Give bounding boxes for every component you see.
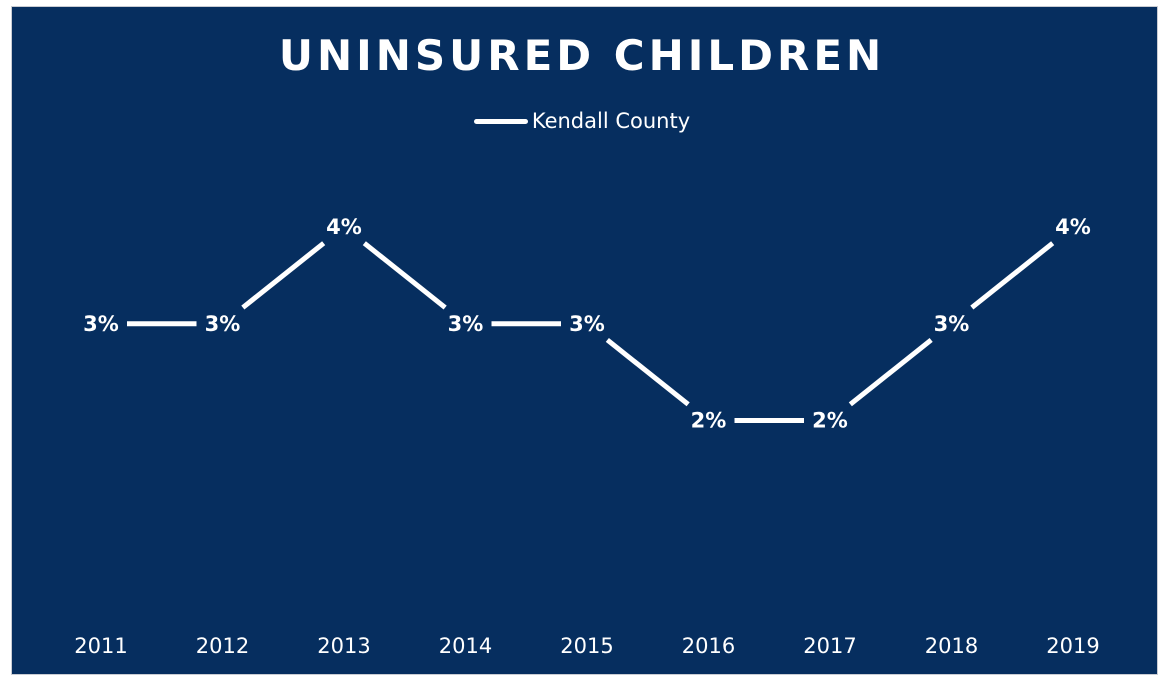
series-line-segment-2012-2013 (241, 241, 326, 310)
chart-title: UNINSURED CHILDREN (278, 31, 886, 80)
x-tick-label-2015: 2015 (560, 634, 613, 658)
series-line-segment-2017-2018 (848, 337, 933, 407)
x-tick-label-2014: 2014 (439, 634, 492, 658)
x-tick-label-2018: 2018 (925, 634, 978, 658)
data-label-2011: 3% (83, 312, 119, 336)
x-tick-label-2016: 2016 (682, 634, 735, 658)
legend: Kendall County (0, 108, 1164, 133)
chart-frame (11, 6, 1158, 675)
data-label-2019: 4% (1055, 215, 1091, 239)
x-tick-label-2012: 2012 (196, 634, 249, 658)
x-tick-label-2017: 2017 (803, 634, 856, 658)
series-line-segment-2013-2014 (362, 241, 447, 310)
legend-line-swatch (473, 118, 528, 124)
data-label-2015: 3% (569, 312, 605, 336)
data-label-2018: 3% (934, 312, 970, 336)
data-label-2012: 3% (205, 312, 241, 336)
series-line-segment-2015-2016 (605, 337, 690, 407)
series-line-segment-2018-2019 (970, 241, 1055, 310)
data-label-2017: 2% (812, 409, 848, 433)
x-tick-label-2011: 2011 (74, 634, 127, 658)
x-tick-label-2013: 2013 (317, 634, 370, 658)
data-label-2016: 2% (691, 409, 727, 433)
data-label-2014: 3% (448, 312, 484, 336)
x-tick-label-2019: 2019 (1046, 634, 1099, 658)
data-label-2013: 4% (326, 215, 362, 239)
legend-label: Kendall County (531, 109, 691, 133)
